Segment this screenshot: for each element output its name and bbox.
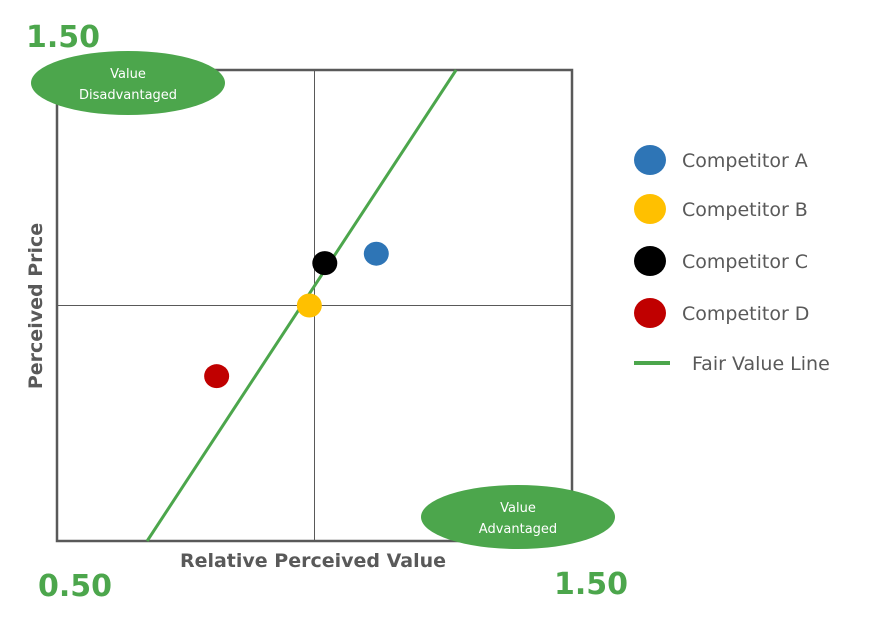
- legend-marker-competitor-c: [634, 246, 666, 276]
- value-disadvantaged-oval: [31, 51, 225, 115]
- value-disadvantaged-label-line-2: Disadvantaged: [79, 88, 177, 103]
- legend-marker-competitor-a: [634, 145, 666, 175]
- legend-label-competitor-a: Competitor A: [682, 150, 808, 172]
- data-point-competitor-c: [312, 251, 338, 276]
- data-point-competitor-a: [363, 241, 389, 266]
- value-advantaged-label-line-2: Advantaged: [479, 522, 557, 537]
- x-axis-min-label: 0.50: [38, 569, 112, 604]
- legend-marker-competitor-b: [634, 194, 666, 224]
- value-disadvantaged-label-line-1: Value: [110, 67, 146, 82]
- data-point-competitor-b: [296, 293, 322, 318]
- legend-label-fair-value-line: Fair Value Line: [692, 353, 830, 375]
- y-axis-max-label: 1.50: [26, 20, 100, 55]
- x-axis-max-label: 1.50: [554, 567, 628, 602]
- value-advantaged-label-line-1: Value: [500, 501, 536, 516]
- x-axis-title: Relative Perceived Value: [180, 550, 446, 572]
- legend-label-competitor-b: Competitor B: [682, 199, 808, 221]
- data-point-competitor-d: [204, 364, 230, 389]
- legend-label-competitor-d: Competitor D: [682, 303, 809, 325]
- legend-marker-competitor-d: [634, 298, 666, 328]
- value-advantaged-oval: [421, 485, 615, 549]
- y-axis-title: Perceived Price: [25, 223, 47, 389]
- legend-label-competitor-c: Competitor C: [682, 251, 808, 273]
